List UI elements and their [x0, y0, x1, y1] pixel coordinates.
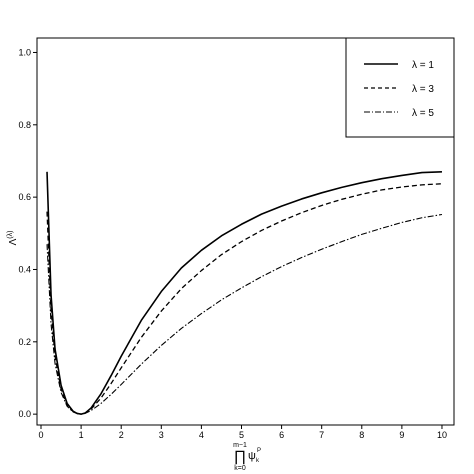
series-line-3 [46, 213, 443, 415]
y-tick-label: 0.6 [18, 192, 31, 202]
x-axis-label-var-sub: k [256, 458, 260, 464]
y-axis-label: Λ(λ) [7, 231, 19, 246]
series-line-2 [46, 183, 443, 415]
svg-text:Λ(λ): Λ(λ) [7, 231, 19, 246]
x-tick-label: 2 [119, 430, 124, 440]
y-tick-label: 0.8 [18, 120, 31, 130]
x-tick-label: 10 [437, 430, 447, 440]
x-axis-label-product: ∏ [234, 448, 246, 465]
x-tick-label: 4 [199, 430, 204, 440]
legend-box [345, 37, 455, 138]
x-axis-label-var: ψ [248, 450, 256, 462]
axis-ticks: 0 1 2 3 4 5 6 7 8 9 10 0.0 0.2 0.4 0.6 0.8 1.0 [18, 47, 446, 440]
plot-frame [36, 37, 455, 426]
y-tick-label: 0.4 [18, 264, 31, 274]
legend: λ = 1 λ = 3 λ = 5 [345, 37, 455, 138]
legend-label-3: λ = 5 [412, 108, 434, 119]
legend-label-2: λ = 3 [412, 84, 434, 95]
x-tick-label: 8 [359, 430, 364, 440]
y-tick-label: 0.0 [18, 409, 31, 419]
x-tick-label: 1 [79, 430, 84, 440]
y-axis-label-sup: (λ) [7, 231, 14, 239]
x-tick-label: 5 [239, 430, 244, 440]
x-tick-label: 3 [159, 430, 164, 440]
x-tick-label: 6 [279, 430, 284, 440]
series-line-1 [46, 171, 442, 415]
y-axis-label-main: Λ [8, 238, 19, 245]
y-tick-label: 1.0 [18, 47, 31, 57]
x-axis-label-sub-bottom: k=0 [234, 465, 246, 472]
x-axis-label: m−1 ∏ k=0 ψ P k [233, 442, 261, 472]
x-axis-label-var-sup: P [257, 448, 261, 454]
x-axis-label-sub-top: m−1 [233, 442, 247, 449]
series-lines [46, 171, 443, 415]
x-tick-label: 0 [39, 430, 44, 440]
x-tick-label: 7 [319, 430, 324, 440]
x-tick-label: 9 [399, 430, 404, 440]
legend-label-1: λ = 1 [412, 60, 434, 71]
y-tick-label: 0.2 [18, 337, 31, 347]
